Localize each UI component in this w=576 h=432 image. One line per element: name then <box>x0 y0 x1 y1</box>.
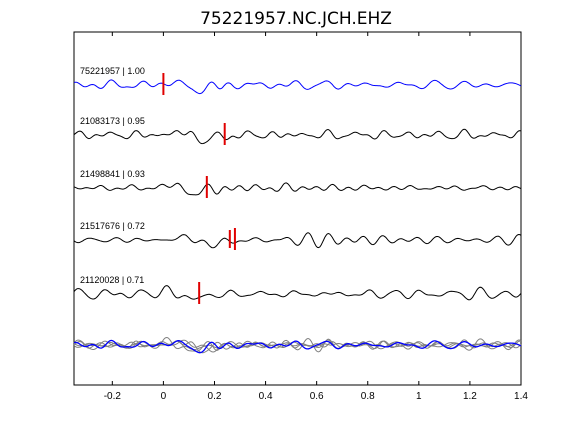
axes-box <box>73 31 522 386</box>
x-tick-label: 0.2 <box>208 391 222 402</box>
trace-waveform <box>73 232 522 249</box>
trace-waveform <box>73 285 522 301</box>
x-tick-label: 1 <box>416 391 422 402</box>
chart-title: 75221957.NC.JCH.EHZ <box>200 9 392 29</box>
x-tick-label: 0.4 <box>259 391 273 402</box>
x-tick-label: 1.2 <box>463 391 477 402</box>
trace-label: 21498841 | 0.93 <box>80 169 145 179</box>
trace-label: 21083173 | 0.95 <box>80 116 145 126</box>
trace-label: 21517676 | 0.72 <box>80 221 145 231</box>
trace-waveform <box>73 79 522 95</box>
x-tick-label: 0.8 <box>361 391 375 402</box>
x-tick-label: 0 <box>161 391 167 402</box>
x-tick-label: 1.4 <box>514 391 528 402</box>
x-tick-label: -0.2 <box>104 391 122 402</box>
stack-main-trace <box>73 339 522 354</box>
trace-waveform <box>73 182 522 196</box>
trace-label: 75221957 | 1.00 <box>80 66 145 76</box>
x-tick-label: 0.6 <box>310 391 324 402</box>
x-axis: -0.2 0 0.2 0.4 0.6 0.8 1 1.2 1.4 <box>104 32 528 402</box>
trace-waveform <box>73 128 522 145</box>
traces-group: 75221957 | 1.00 21083173 | 0.95 21498841 |… <box>73 66 522 304</box>
stack-group <box>73 336 522 354</box>
trace-label: 21120028 | 0.71 <box>80 275 144 285</box>
